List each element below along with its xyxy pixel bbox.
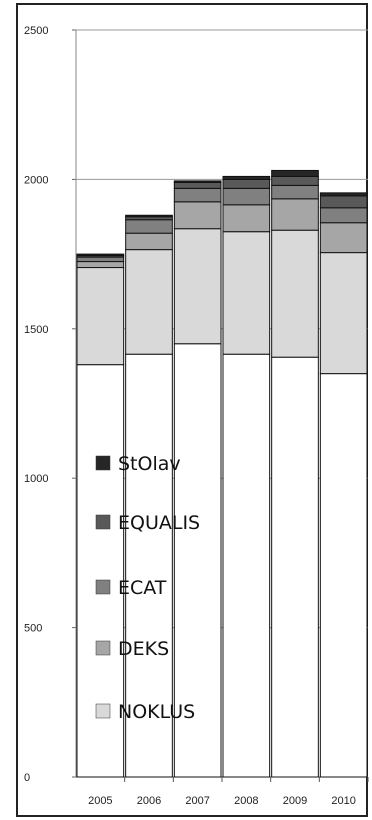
bar-segment xyxy=(125,249,173,355)
bar-segment xyxy=(173,201,222,230)
bar-segment xyxy=(271,229,319,358)
legend-swatch xyxy=(95,455,111,471)
bar-segment xyxy=(76,256,125,263)
bar-segment xyxy=(271,175,319,186)
x-tick-label: 2005 xyxy=(88,795,112,807)
y-tick-label: 0 xyxy=(24,772,30,784)
bar-segment xyxy=(125,219,173,234)
bar-segment xyxy=(319,373,368,778)
bar-segment xyxy=(222,178,271,189)
bar-segment xyxy=(173,187,222,203)
legend-label: NOKLUS xyxy=(118,701,195,723)
x-tick-label: 2010 xyxy=(331,795,355,807)
bar-segment xyxy=(76,267,125,366)
bar-segment xyxy=(125,232,173,251)
bar-segment xyxy=(173,181,222,189)
bar-segment xyxy=(222,353,271,778)
bar-segment xyxy=(319,252,368,375)
bar-segment xyxy=(271,184,319,200)
bar-segment xyxy=(173,228,222,345)
legend-swatch xyxy=(95,640,111,656)
bar-segment xyxy=(76,261,125,269)
y-tick-label: 1000 xyxy=(24,473,48,485)
bar-segment xyxy=(319,192,368,197)
bar-segment xyxy=(173,180,222,183)
bar-segment xyxy=(125,214,173,218)
x-tick-label: 2009 xyxy=(283,795,307,807)
bar-segment xyxy=(222,231,271,355)
legend-label: EQUALIS xyxy=(118,512,200,534)
legend-swatch xyxy=(95,514,111,530)
legend-label: StOlav xyxy=(118,453,181,475)
bar-segment xyxy=(271,169,319,177)
x-tick-label: 2008 xyxy=(234,795,258,807)
bar-segment xyxy=(222,187,271,206)
bar-segment xyxy=(222,175,271,180)
legend-label: DEKS xyxy=(118,638,169,660)
bar-segment xyxy=(271,356,319,778)
bar-segment xyxy=(319,207,368,224)
legend-label: ECAT xyxy=(118,577,167,599)
bar-segment xyxy=(222,204,271,233)
legend-swatch xyxy=(95,579,111,595)
y-tick-label: 2000 xyxy=(24,174,48,186)
x-tick-label: 2006 xyxy=(137,795,161,807)
x-tick-label: 2007 xyxy=(185,795,209,807)
bar-segment xyxy=(173,343,222,778)
bar-segment xyxy=(319,195,368,209)
y-tick-label: 500 xyxy=(24,623,42,635)
y-tick-label: 1500 xyxy=(24,324,48,336)
bar-segment xyxy=(76,253,125,257)
bar-segment xyxy=(125,353,173,778)
y-tick-label: 2500 xyxy=(24,25,48,37)
bar-segment xyxy=(319,222,368,254)
bar-segment xyxy=(271,198,319,231)
legend-swatch xyxy=(95,703,111,719)
